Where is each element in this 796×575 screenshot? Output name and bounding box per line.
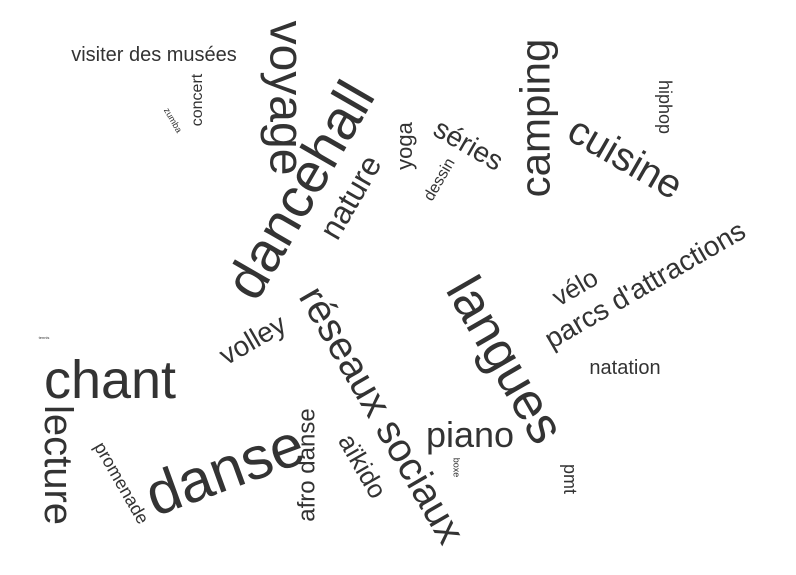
word-concert: concert (189, 73, 206, 127)
word-hiphop: hiphop (655, 79, 675, 135)
word-camping: camping (510, 38, 558, 198)
word-natation: natation (589, 357, 661, 379)
word-piano: piano (425, 414, 515, 455)
word-dessin: dessin (420, 155, 459, 205)
word-zumba: zumba (162, 105, 185, 134)
word-voyage: voyage (259, 20, 312, 176)
word-yoga: yoga (392, 122, 417, 170)
word-visiter-des-musees: visiter des musées (71, 44, 237, 66)
word-boxe: boxe (451, 457, 462, 477)
word-afro-danse: afro danse (293, 408, 321, 522)
word-chant: chant (43, 350, 177, 410)
word-volley: volley (213, 308, 292, 371)
word-pmt: pmt (559, 463, 580, 495)
word-tennis: tennis (38, 335, 50, 340)
word-lecture: lecture (36, 404, 80, 526)
word-danse: danse (136, 410, 314, 529)
